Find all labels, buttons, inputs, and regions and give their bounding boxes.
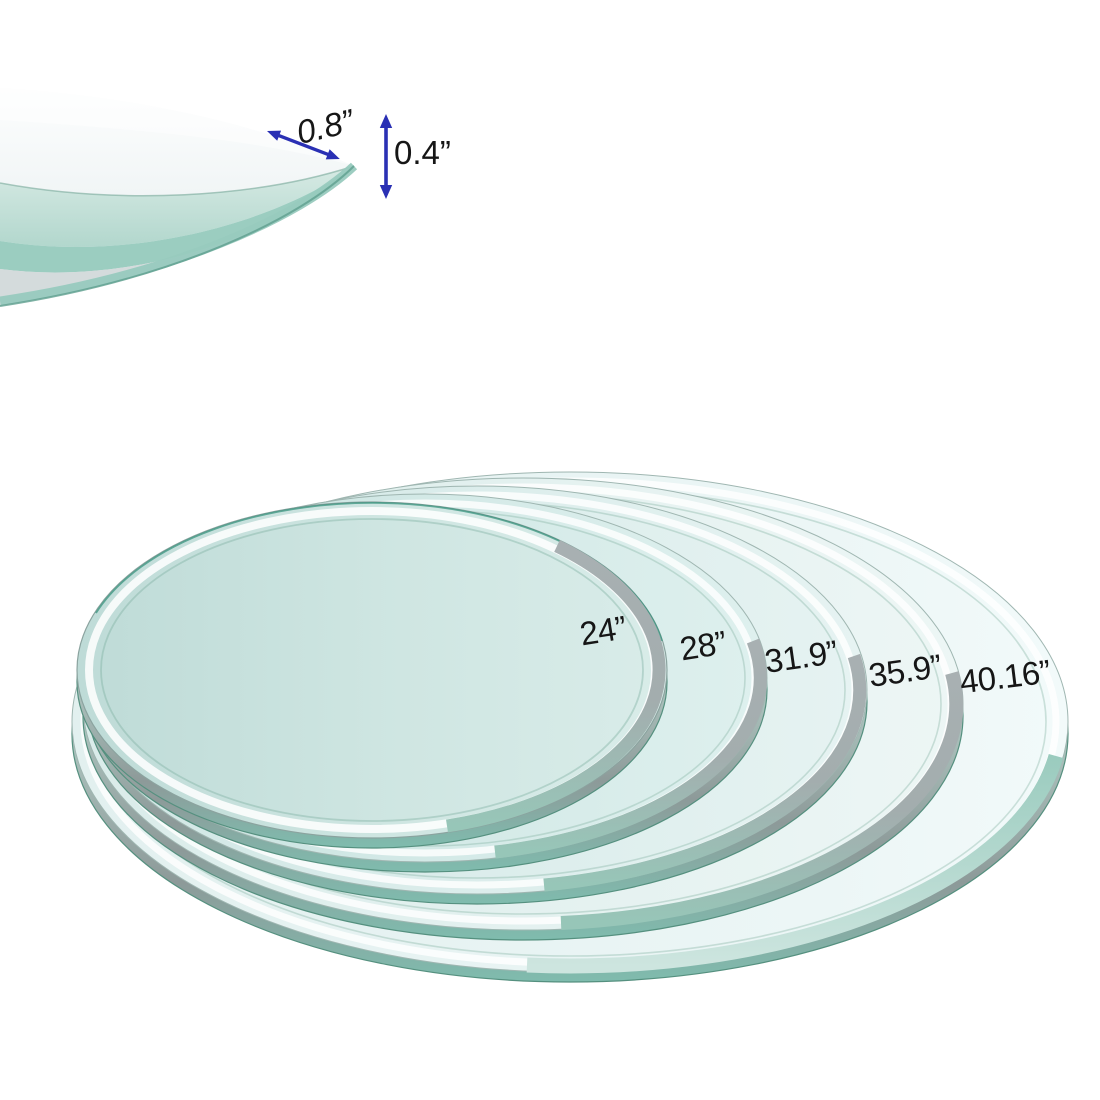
bevel-width-arrow-icon	[267, 130, 340, 160]
disc-edge-band	[446, 540, 666, 833]
glass-stack: 24” 28” 31.9” 35.9” 40.16”	[71, 471, 1069, 983]
detail-bevel-band	[0, 166, 354, 247]
detail-deep-teal-band	[0, 167, 354, 273]
detail-bottom-edge-line	[0, 165, 355, 307]
disc-edge-band	[543, 653, 867, 892]
thickness-label: 0.4”	[394, 134, 451, 171]
size-label-28in: 28”	[677, 624, 728, 668]
disc-edge-band	[494, 638, 767, 859]
detail-underside-gray-band	[0, 167, 354, 306]
size-label-24in: 24”	[577, 609, 628, 653]
disc-edge-band	[560, 671, 964, 930]
thickness-arrow-icon	[379, 114, 393, 199]
disc-inner-ring	[100, 518, 644, 822]
disc-edge-band	[526, 753, 1064, 974]
glass-disc-24in	[76, 501, 668, 849]
detail-bottom-teal-edge	[0, 162, 358, 306]
detail-bevel-crease-line	[0, 165, 355, 197]
detail-surface-highlight	[0, 88, 354, 166]
edge-detail-view: 0.8” 0.4”	[0, 88, 451, 307]
